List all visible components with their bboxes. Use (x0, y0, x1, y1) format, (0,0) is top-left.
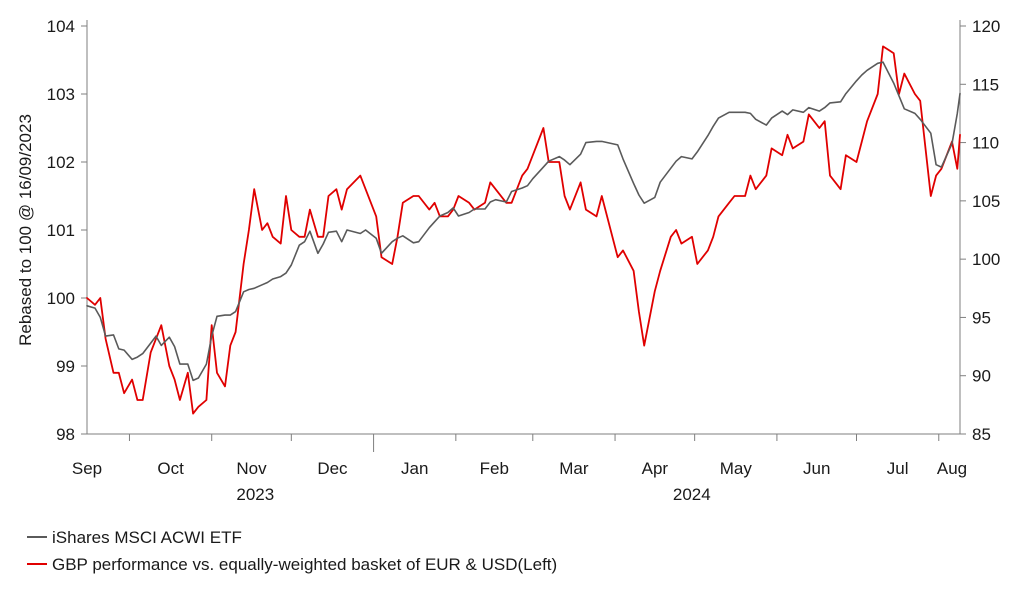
y-right-tick-label: 120 (972, 17, 1000, 36)
y-right-tick-label: 85 (972, 425, 991, 444)
legend-label-gbp: GBP performance vs. equally-weighted bas… (52, 555, 557, 574)
legend-label-acwi: iShares MSCI ACWI ETF (52, 528, 242, 547)
x-month-label: Sep (72, 459, 102, 478)
y-right-tick-label: 100 (972, 250, 1000, 269)
x-month-label: Jun (803, 459, 830, 478)
y-right-tick-label: 105 (972, 192, 1000, 211)
x-month-label: Aug (937, 459, 967, 478)
x-month-label: Jul (887, 459, 909, 478)
y-right-tick-label: 115 (972, 75, 999, 94)
x-month-label: Jan (401, 459, 428, 478)
axes-group (81, 20, 966, 452)
y-left-tick-label: 102 (47, 153, 75, 172)
tick-labels: 98 99 100 101 102 103 104 85 90 95 100 105 110 115 120… (47, 17, 1001, 504)
y-right-tick-label: 110 (972, 134, 999, 153)
x-year-label: 2023 (236, 485, 274, 504)
y-left-tick-label: 100 (47, 289, 75, 308)
series-lines (86, 45, 961, 415)
y-left-tick-label: 103 (47, 85, 75, 104)
legend: iShares MSCI ACWI ETF GBP performance vs… (27, 528, 557, 574)
y-axis-left-title: Rebased to 100 @ 16/09/2023 (16, 114, 35, 346)
x-month-label: Dec (317, 459, 348, 478)
series-line-acwi (86, 61, 961, 382)
y-right-tick-label: 95 (972, 308, 991, 327)
x-month-label: Oct (157, 459, 184, 478)
x-year-label: 2024 (673, 485, 711, 504)
y-right-tick-label: 90 (972, 367, 991, 386)
y-left-tick-label: 101 (47, 221, 75, 240)
x-month-label: Nov (236, 459, 267, 478)
x-month-label: May (720, 459, 753, 478)
x-month-label: Mar (559, 459, 589, 478)
y-left-tick-label: 99 (56, 357, 75, 376)
series-line-gbp (86, 45, 961, 415)
y-left-tick-label: 104 (47, 17, 75, 36)
y-left-tick-label: 98 (56, 425, 75, 444)
x-month-label: Feb (480, 459, 509, 478)
x-month-label: Apr (642, 459, 669, 478)
